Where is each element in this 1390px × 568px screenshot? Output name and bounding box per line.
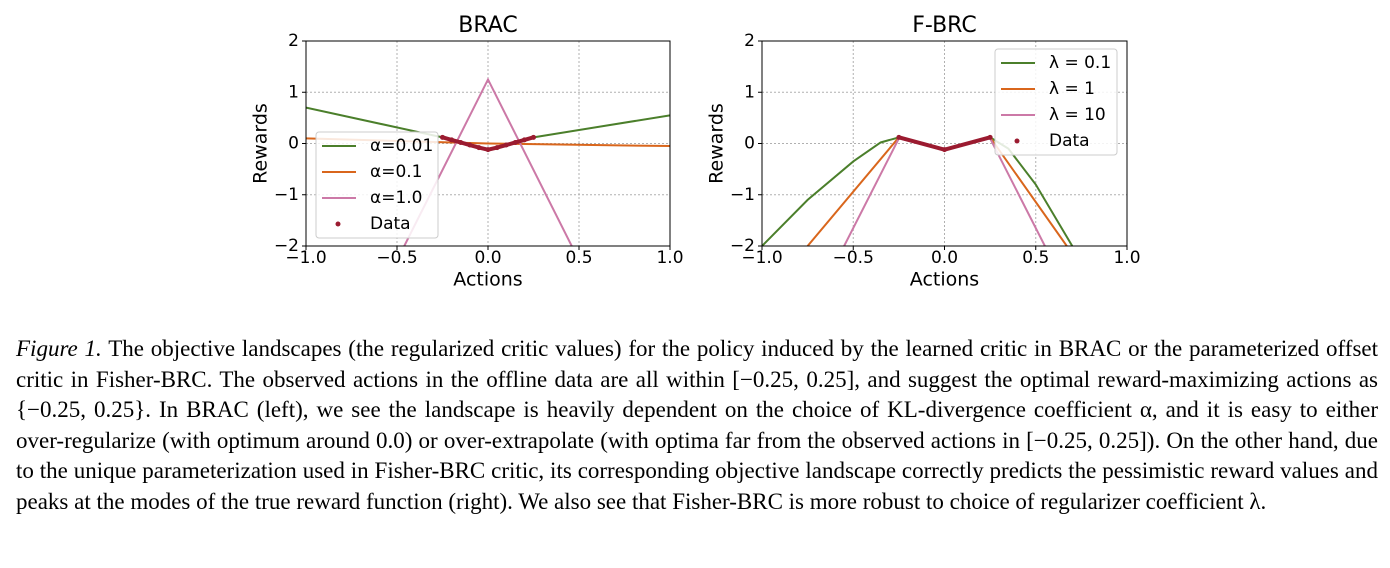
y-tick-label: 1 [744,82,755,102]
caption-text: The objective landscapes (the regularize… [16,336,1378,514]
x-tick-label: −1.0 [285,248,326,268]
legend-label: Data [1049,131,1090,151]
y-tick-label: −2 [730,236,755,256]
y-tick-label: −1 [730,185,755,205]
legend-swatch [335,221,341,227]
plot-frame [305,40,671,247]
legend-swatch [1014,138,1020,144]
legend-label: λ = 10 [1049,105,1106,125]
legend-label: λ = 1 [1049,79,1095,99]
y-tick-label: 1 [288,82,299,102]
x-tick-label: 0.5 [1022,248,1049,268]
legend-label: α=0.01 [370,136,433,156]
y-tick-label: 2 [744,31,755,51]
plot-area [762,134,1074,246]
y-tick-label: 0 [744,134,755,154]
x-tick-label: −0.5 [833,248,874,268]
y-tick-label: 2 [288,31,299,51]
caption: Figure 1. The objective landscapes (the … [16,334,1378,517]
chart-title: F-BRC [912,13,976,38]
data-trace [441,135,535,152]
x-tick-label: −1.0 [741,248,782,268]
x-axis-label: Actions [910,269,979,291]
y-axis-label: Rewards [250,103,272,184]
legend-label: α=1.0 [370,188,423,208]
legend-label: Data [370,214,411,234]
data-trace [898,135,991,152]
x-tick-label: 1.0 [656,248,683,268]
caption-label: Figure 1. [16,336,102,361]
legend-box [994,48,1118,156]
y-tick-label: 0 [288,134,299,154]
legend-label: λ = 0.1 [1049,53,1111,73]
x-tick-label: 0.5 [565,248,592,268]
x-tick-label: 0.0 [474,248,501,268]
legend-box [315,131,439,239]
y-axis-label: Rewards [706,103,728,184]
chart-title: BRAC [458,13,518,38]
plot-frame [761,40,1128,247]
y-tick-label: −1 [274,185,299,205]
y-tick-label: −2 [274,236,299,256]
legend-label: α=0.1 [370,162,423,182]
x-tick-label: −0.5 [376,248,417,268]
figure: BRAC Actions Rewards −1.0 −0.5 0.0 0.5 1.0 −2 −1 0… [250,13,1141,291]
x-axis-label: Actions [453,269,522,291]
x-tick-label: 0.0 [931,248,958,268]
x-tick-label: 1.0 [1113,248,1140,268]
